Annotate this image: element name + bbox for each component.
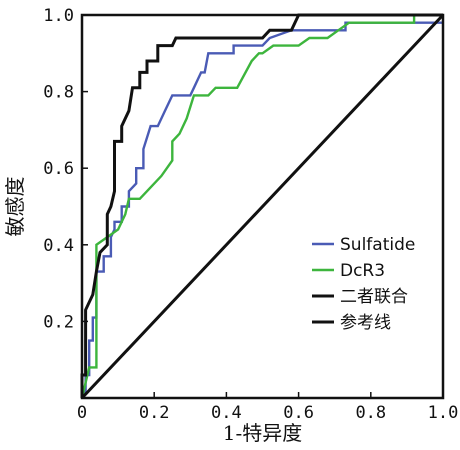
series-line-3 <box>80 13 445 400</box>
plot-frame <box>80 13 445 400</box>
x-tick-label: 1.0 <box>428 403 459 423</box>
legend-label: 二者联合 <box>340 287 408 307</box>
y-tick-label: 1.0 <box>43 6 74 26</box>
y-tick-label: 0.6 <box>43 159 74 179</box>
x-tick-label: 0.6 <box>283 403 314 423</box>
legend-label: DcR3 <box>340 261 385 281</box>
x-axis-label: 1-特异度 <box>223 421 302 445</box>
legend-label: 参考线 <box>340 313 391 333</box>
x-tick-label: 0.2 <box>139 403 170 423</box>
legend-label: Sulfatide <box>340 235 415 255</box>
y-tick-label: 0.4 <box>43 236 74 256</box>
y-tick-label: 0.8 <box>43 83 74 103</box>
x-tick-label: 0.4 <box>211 403 242 423</box>
y-tick-label: 0.2 <box>43 312 74 332</box>
series-line-1 <box>80 13 443 399</box>
y-axis-label: 敏感度 <box>3 177 27 237</box>
series-line-2 <box>80 13 443 398</box>
plot-lines <box>80 13 445 400</box>
x-axis-ticks: 0 0.2 0.4 0.6 0.8 1.0 <box>77 392 458 423</box>
x-tick-label: 0 <box>77 403 87 423</box>
y-axis-ticks: 0.2 0.4 0.6 0.8 1.0 <box>43 6 88 332</box>
x-tick-label: 0.8 <box>355 403 386 423</box>
